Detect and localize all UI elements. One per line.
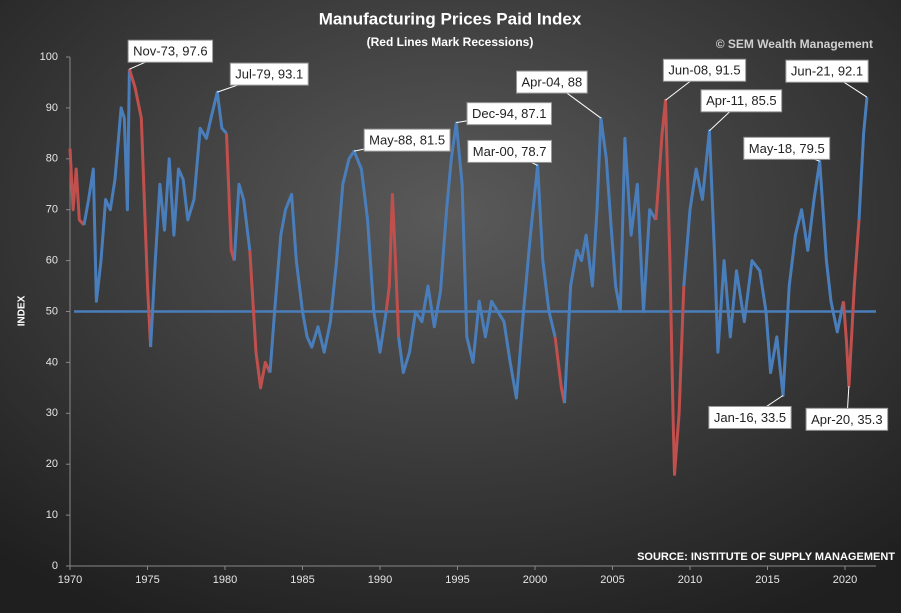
y-tick-label: 10 xyxy=(46,509,58,521)
line-series xyxy=(149,90,228,348)
annotation-label: Jul-79, 93.1 xyxy=(235,67,303,82)
annotation: Jun-08, 91.5 xyxy=(662,58,747,101)
x-tick-label: 1975 xyxy=(135,574,159,586)
annotation: May-88, 81.5 xyxy=(354,128,451,152)
y-tick-label: 50 xyxy=(46,305,58,317)
y-tick-label: 90 xyxy=(46,102,58,114)
recession-line xyxy=(654,98,686,476)
annotation-label: Apr-20, 35.3 xyxy=(811,412,883,427)
line-series xyxy=(857,97,869,220)
line-series xyxy=(82,69,131,303)
y-tick-label: 40 xyxy=(46,356,58,368)
annotation-box xyxy=(363,128,451,152)
annotation-box xyxy=(708,405,792,429)
annotation-label: Nov-73, 97.6 xyxy=(133,44,207,59)
recession-line xyxy=(68,148,86,227)
annotation-box xyxy=(466,102,552,126)
y-tick-label: 70 xyxy=(46,204,58,216)
annotation-box xyxy=(127,39,214,63)
annotation-label: Apr-11, 85.5 xyxy=(706,93,777,108)
annotation: Mar-00, 78.7 xyxy=(467,139,552,166)
line-series xyxy=(563,116,658,404)
y-axis-label: INDEX xyxy=(17,295,28,326)
x-tick-label: 2020 xyxy=(833,574,857,586)
annotation: May-18, 79.5 xyxy=(743,136,831,162)
annotation-box xyxy=(743,136,831,160)
chart-title: Manufacturing Prices Paid Index xyxy=(319,9,582,28)
annotation-label: May-88, 81.5 xyxy=(369,133,445,148)
annotation: Jan-16, 33.5 xyxy=(708,395,792,429)
annotation-box xyxy=(229,62,309,86)
y-tick-label: 30 xyxy=(46,407,58,419)
source: SOURCE: INSTITUTE OF SUPPLY MANAGEMENT xyxy=(637,551,895,563)
y-tick-label: 60 xyxy=(46,255,58,267)
annotation: Dec-94, 87.1 xyxy=(456,102,552,126)
annotation-label: May-18, 79.5 xyxy=(749,141,825,156)
chart-subtitle: (Red Lines Mark Recessions) xyxy=(367,35,534,49)
annotation-box xyxy=(785,59,869,83)
recession-line xyxy=(248,250,272,390)
annotation: Apr-20, 35.3 xyxy=(805,386,889,431)
x-tick-label: 1995 xyxy=(445,574,469,586)
annotation-label: Jun-08, 91.5 xyxy=(668,63,740,78)
annotation-label: Mar-00, 78.7 xyxy=(473,144,547,159)
y-tick-label: 0 xyxy=(52,560,58,572)
x-tick-label: 1980 xyxy=(213,574,237,586)
x-tick-label: 1985 xyxy=(290,574,314,586)
annotation-label: Dec-94, 87.1 xyxy=(472,106,546,121)
x-tick-label: 2000 xyxy=(523,574,547,586)
annotation: Apr-04, 88 xyxy=(516,70,602,119)
annotation-box xyxy=(467,139,552,163)
annotation-label: Jun-21, 92.1 xyxy=(791,64,863,79)
annotation-label: Jan-16, 33.5 xyxy=(714,410,786,425)
annotation: Apr-11, 85.5 xyxy=(700,89,783,132)
annotation-box xyxy=(516,70,588,94)
x-tick-label: 2010 xyxy=(678,574,702,586)
y-tick-label: 20 xyxy=(46,458,58,470)
line-series xyxy=(232,182,252,261)
y-tick-label: 100 xyxy=(40,51,58,63)
annotation-box xyxy=(662,58,747,82)
y-tick-label: 80 xyxy=(46,153,58,165)
x-tick-label: 1970 xyxy=(58,574,82,586)
line-series xyxy=(268,149,388,373)
annotation-box xyxy=(805,407,889,431)
line-series xyxy=(682,129,845,397)
annotation: Jun-21, 92.1 xyxy=(785,59,869,98)
x-tick-label: 1990 xyxy=(368,574,392,586)
annotation: Nov-73, 97.6 xyxy=(127,39,214,70)
annotation: Jul-79, 93.1 xyxy=(217,62,309,93)
recession-line xyxy=(842,219,861,388)
x-tick-label: 2015 xyxy=(755,574,779,586)
line-series xyxy=(397,121,557,400)
recession-line xyxy=(384,192,401,337)
annotation-box xyxy=(700,89,783,113)
recession-line xyxy=(127,68,153,348)
x-tick-label: 2005 xyxy=(600,574,624,586)
watermark: © SEM Wealth Management xyxy=(716,37,873,51)
annotation-label: Apr-04, 88 xyxy=(522,75,583,90)
